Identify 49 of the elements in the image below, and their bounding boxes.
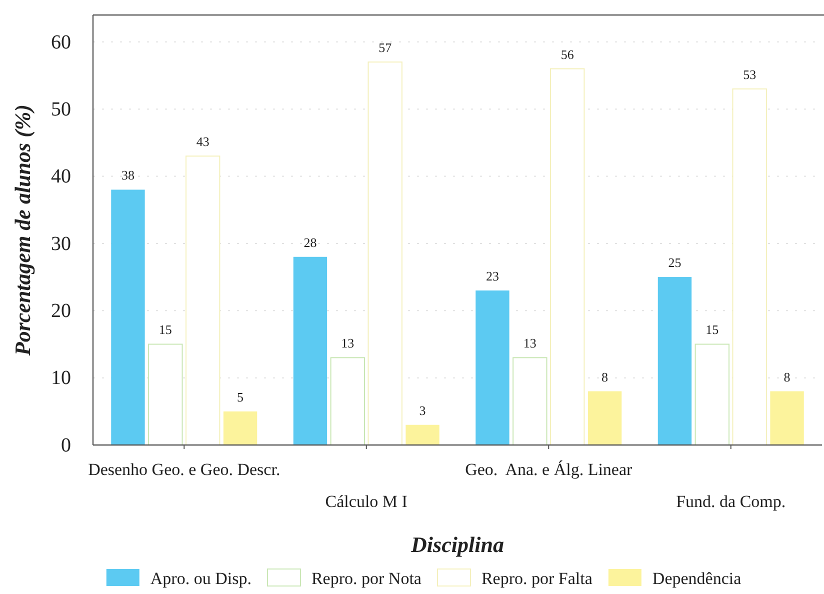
bar [476, 290, 510, 445]
y-tick-label: 40 [51, 166, 71, 188]
x-tick-label: Fund. da Comp. [676, 492, 786, 512]
bar [770, 391, 804, 445]
data-label: 56 [560, 46, 574, 62]
bar [223, 411, 258, 445]
data-label: 15 [706, 322, 719, 338]
y-tick-label: 20 [51, 300, 71, 322]
data-label: 13 [341, 336, 354, 351]
bar [694, 344, 730, 446]
data-label: 43 [196, 134, 210, 150]
y-tick-label: 0 [61, 434, 71, 456]
x-axis-title: Disciplina [410, 532, 504, 557]
legend-label: Repro. por Nota [311, 569, 422, 588]
legend-label: Dependência [652, 569, 742, 588]
data-label: 8 [602, 369, 608, 384]
y-tick-label: 10 [51, 367, 71, 390]
x-tick-label: Geo. Ana. e Álg. Linear [465, 460, 633, 480]
data-label: 25 [668, 255, 682, 270]
x-tick-label: Cálculo M I [325, 492, 408, 512]
y-axis-title: Porcentagem de alunos (%) [10, 104, 35, 357]
bar [512, 357, 548, 446]
y-tick-label: 30 [51, 232, 71, 255]
bar [111, 190, 145, 445]
y-tick-label: 60 [51, 31, 71, 54]
bar [732, 88, 767, 446]
data-label: 53 [743, 66, 756, 82]
data-label: 28 [304, 234, 317, 250]
bar [293, 256, 328, 445]
legend-label: Apro. ou Disp. [150, 569, 252, 588]
bar [148, 344, 183, 446]
bar [588, 391, 622, 445]
data-label: 5 [237, 389, 244, 404]
y-tick-label: 50 [51, 98, 71, 120]
data-label: 15 [158, 322, 172, 338]
legend-label: Repro. por Falta [481, 569, 593, 588]
bar [368, 62, 402, 446]
bar [330, 357, 366, 446]
data-label: 13 [523, 336, 536, 351]
bar [406, 424, 440, 445]
data-label: 3 [419, 402, 426, 418]
data-label: 57 [378, 40, 392, 56]
data-label: 38 [121, 168, 134, 183]
bar [658, 277, 692, 445]
x-tick-label: Desenho Geo. e Geo. Descr. [88, 460, 280, 480]
data-label: 23 [486, 268, 499, 284]
bar [550, 68, 585, 446]
bar [185, 156, 220, 446]
data-label: 8 [784, 369, 790, 384]
